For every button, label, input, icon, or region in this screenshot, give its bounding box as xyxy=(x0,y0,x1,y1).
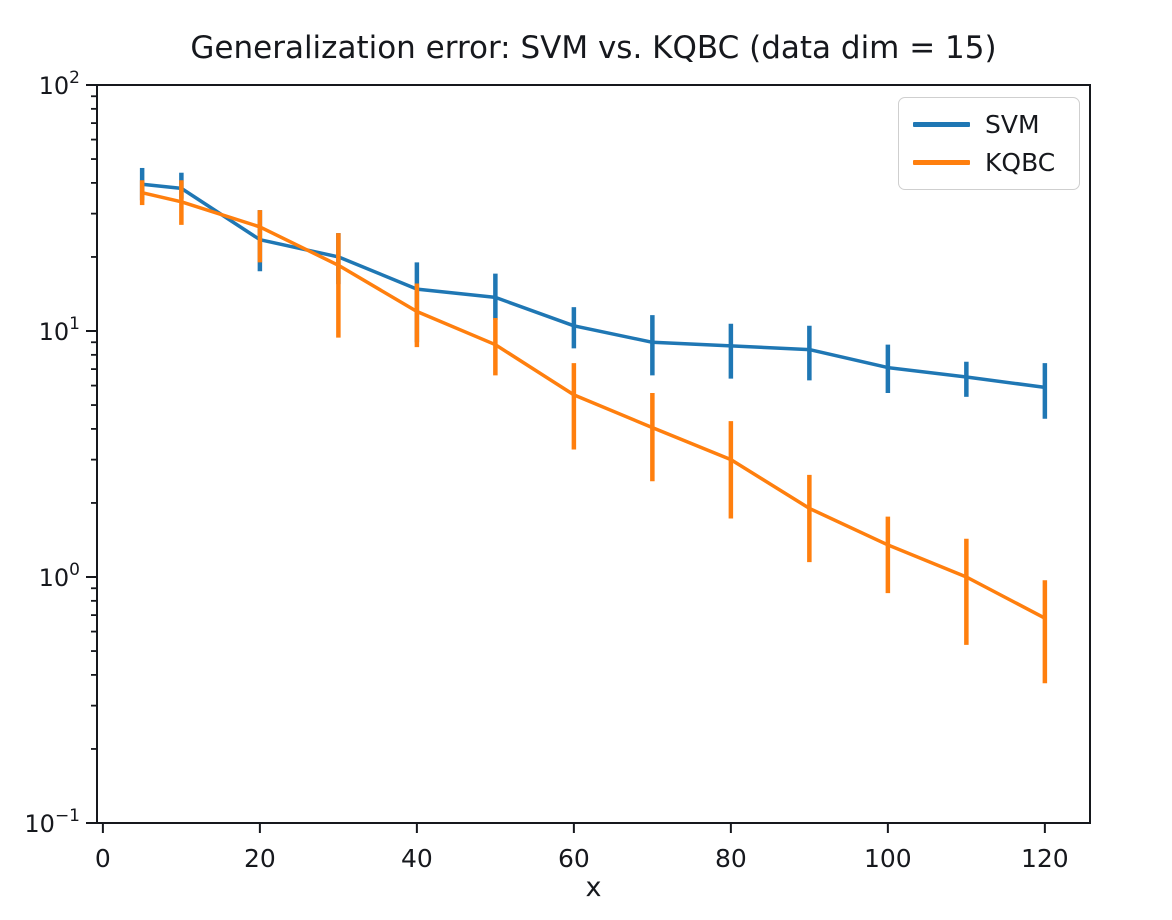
svm-line xyxy=(140,182,1047,390)
legend-label-svm: SVM xyxy=(985,110,1040,140)
x-tick-label: 40 xyxy=(401,844,433,873)
y-tick-label: 100 xyxy=(39,560,80,592)
x-tick-label: 20 xyxy=(244,844,276,873)
x-axis-label: x xyxy=(585,872,602,903)
x-tick-label: 60 xyxy=(558,844,590,873)
kqbc-line-swatch xyxy=(913,159,970,165)
x-tick-label: 100 xyxy=(864,844,912,873)
legend-label-kqbc: KQBC xyxy=(985,147,1056,177)
legend-item-svm: SVM xyxy=(913,112,1065,137)
legend: SVM KQBC xyxy=(898,97,1080,190)
x-tick-label: 0 xyxy=(95,844,111,873)
kqbc-line xyxy=(140,190,1047,620)
x-tick-label: 80 xyxy=(715,844,747,873)
y-tick-label: 102 xyxy=(39,68,80,100)
axes-spines xyxy=(96,84,1091,824)
y-tick-label: 10−1 xyxy=(24,806,80,838)
legend-item-kqbc: KQBC xyxy=(913,150,1065,175)
chart-title: Generalization error: SVM vs. KQBC (data… xyxy=(190,30,997,66)
y-tick-label: 101 xyxy=(39,314,80,346)
svm-line-swatch xyxy=(913,122,970,128)
x-tick-label: 120 xyxy=(1021,844,1069,873)
